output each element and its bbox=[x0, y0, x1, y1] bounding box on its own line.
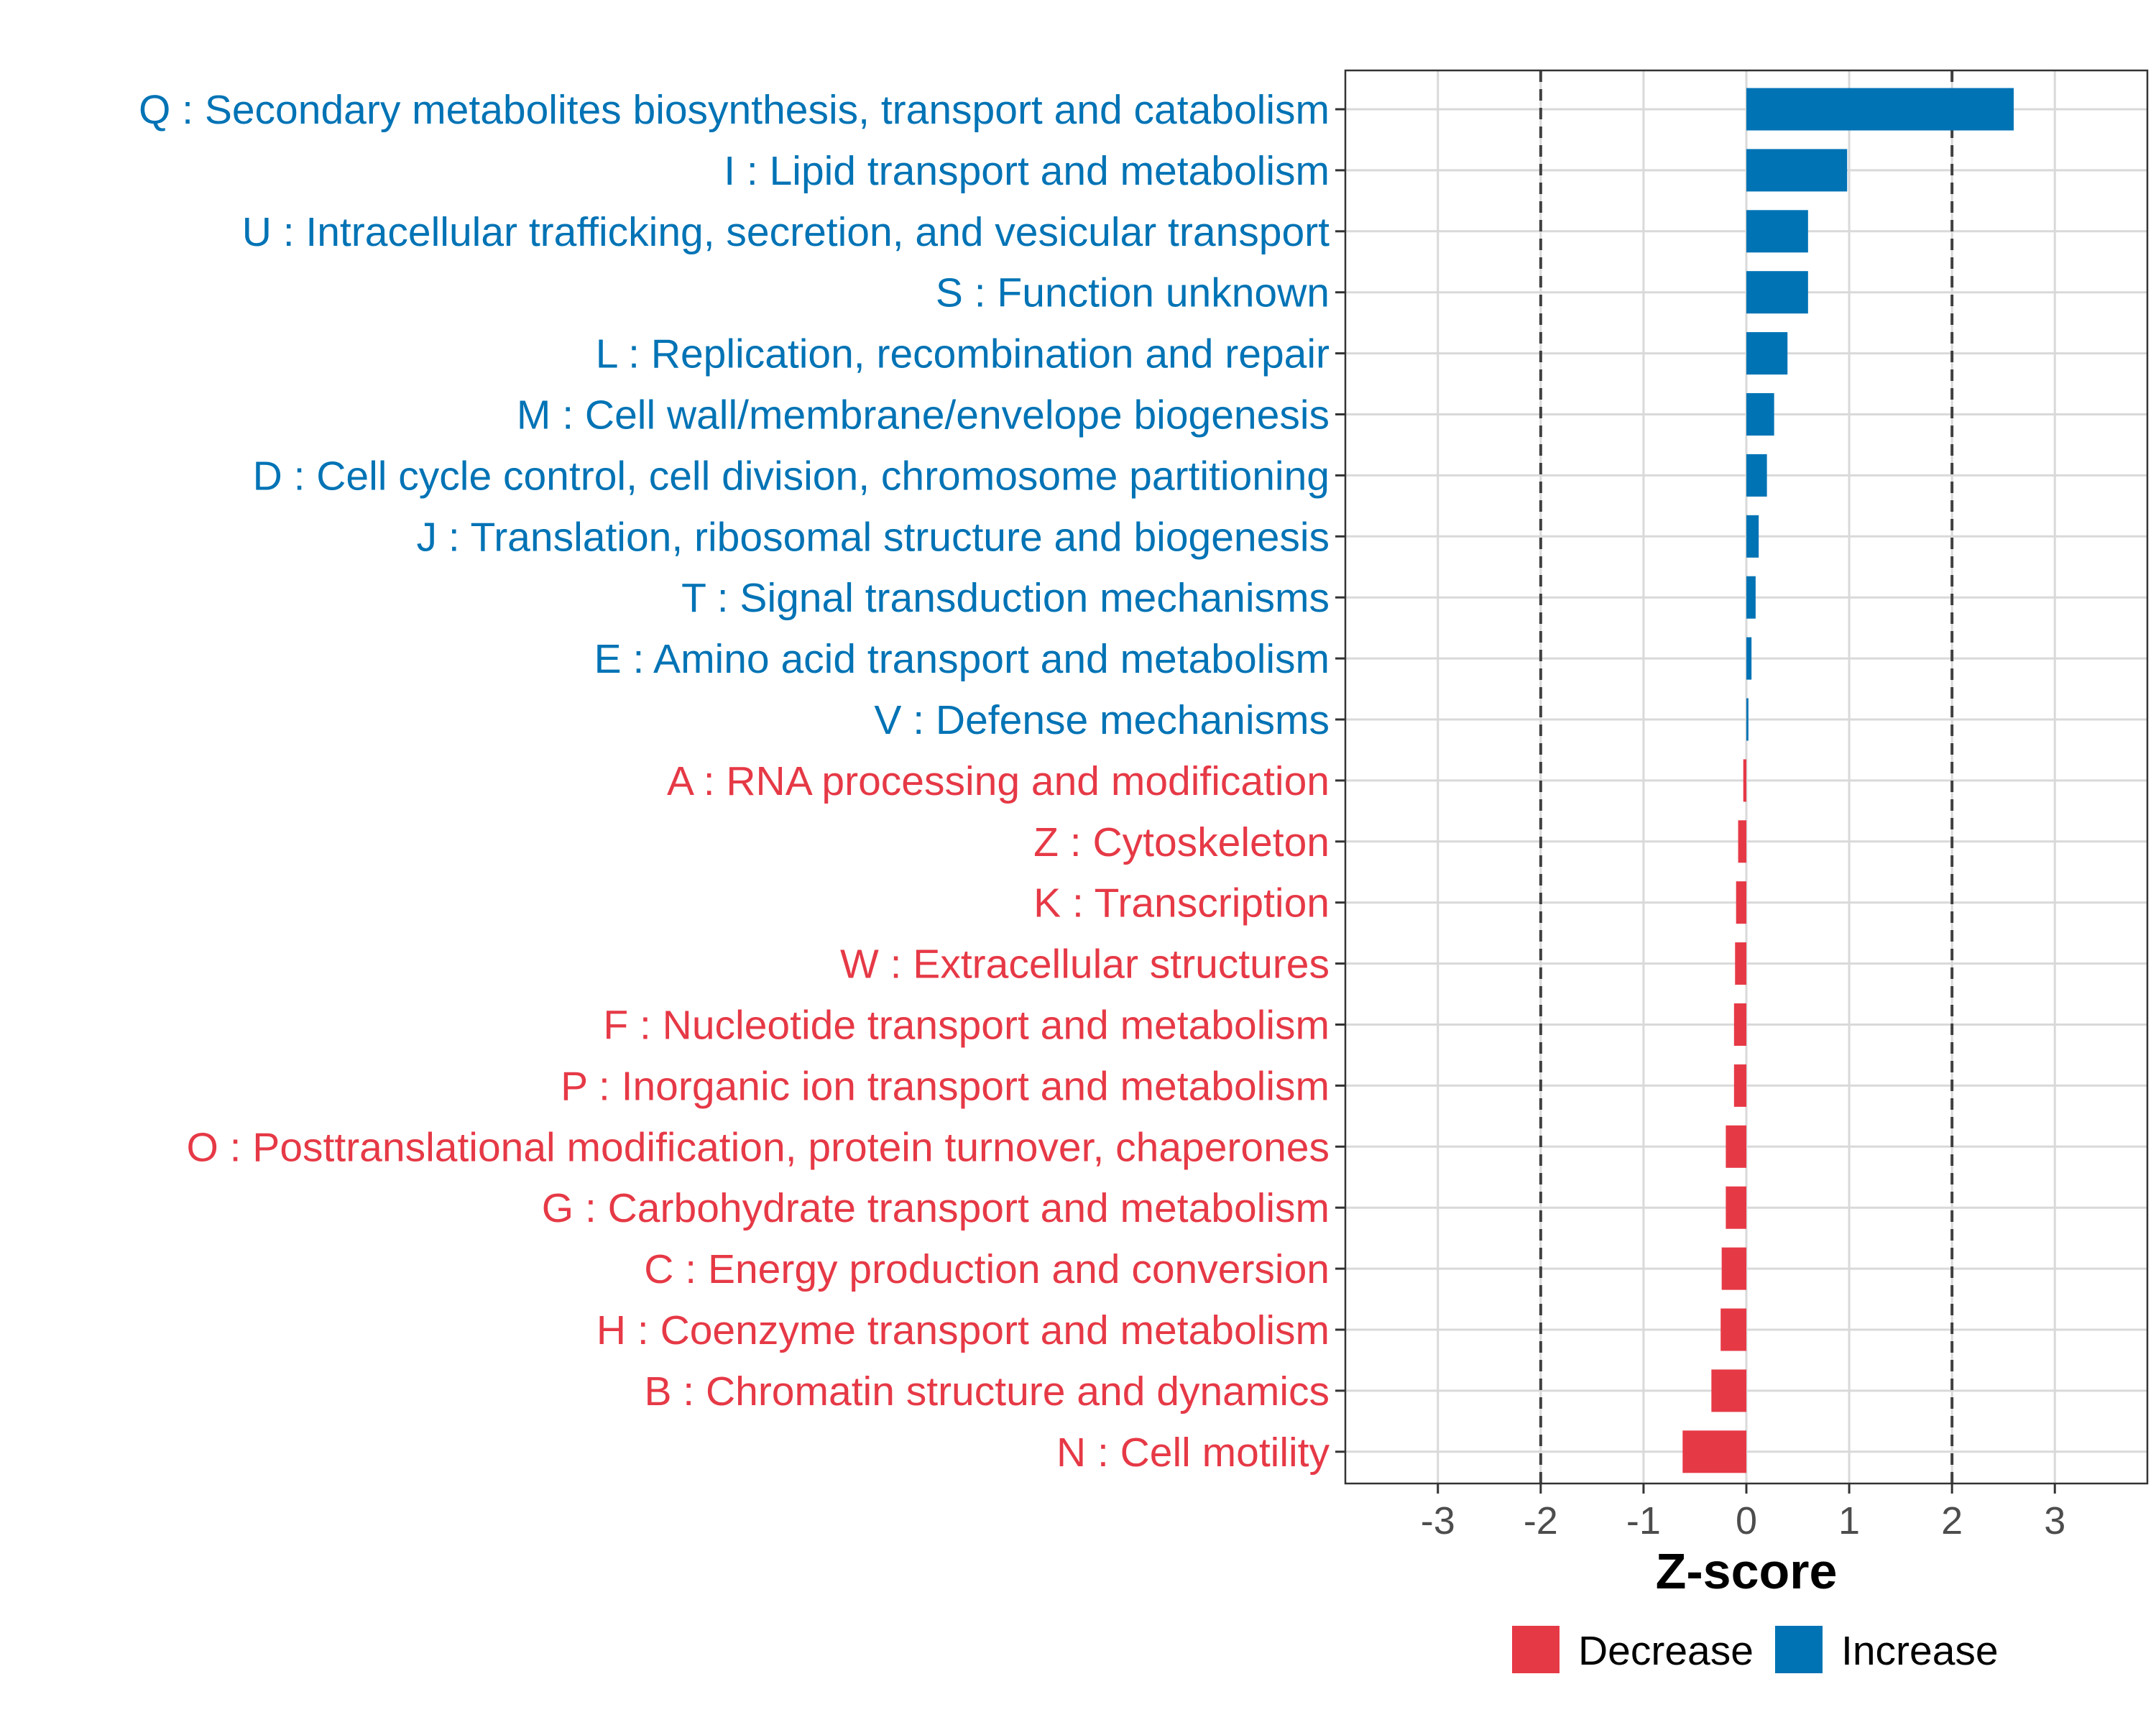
bar bbox=[1738, 820, 1746, 863]
x-axis-title: Z-score bbox=[1656, 1543, 1838, 1599]
bar bbox=[1746, 149, 1848, 192]
bar bbox=[1733, 1003, 1746, 1046]
legend-label-increase: Increase bbox=[1841, 1628, 1999, 1674]
category-label: B : Chromatin structure and dynamics bbox=[644, 1368, 1330, 1414]
category-label: W : Extracellular structures bbox=[840, 942, 1330, 988]
bar bbox=[1746, 88, 2014, 131]
legend: Decrease Increase bbox=[1512, 1626, 1999, 1674]
x-tick-label: 3 bbox=[2044, 1499, 2065, 1542]
category-label: Z : Cytoskeleton bbox=[1033, 819, 1330, 865]
bar bbox=[1736, 881, 1746, 924]
category-label: F : Nucleotide transport and metabolism bbox=[603, 1003, 1330, 1049]
x-tick-label: 0 bbox=[1736, 1499, 1757, 1542]
category-label: C : Energy production and conversion bbox=[644, 1246, 1330, 1292]
x-tick-label: -3 bbox=[1421, 1499, 1455, 1542]
bar bbox=[1746, 271, 1808, 314]
category-label: G : Carbohydrate transport and metabolis… bbox=[542, 1185, 1330, 1231]
x-tick-label: 2 bbox=[1941, 1499, 1963, 1542]
category-label: H : Coenzyme transport and metabolism bbox=[596, 1307, 1330, 1353]
bar bbox=[1726, 1186, 1746, 1229]
category-label: V : Defense mechanisms bbox=[874, 697, 1330, 743]
legend-label-decrease: Decrease bbox=[1578, 1628, 1754, 1674]
category-label: L : Replication, recombination and repai… bbox=[596, 331, 1330, 377]
bar bbox=[1743, 759, 1746, 802]
category-label: D : Cell cycle control, cell division, c… bbox=[253, 453, 1330, 499]
bar bbox=[1711, 1369, 1746, 1412]
category-label: M : Cell wall/membrane/envelope biogenes… bbox=[517, 392, 1330, 438]
category-label: U : Intracellular trafficking, secretion… bbox=[242, 209, 1330, 255]
category-label: K : Transcription bbox=[1033, 880, 1330, 926]
x-tick-label: 1 bbox=[1838, 1499, 1860, 1542]
category-label: O : Posttranslational modification, prot… bbox=[186, 1124, 1330, 1170]
bar bbox=[1733, 1064, 1746, 1107]
bar bbox=[1746, 332, 1788, 375]
x-tick-label: -2 bbox=[1524, 1499, 1558, 1542]
bars bbox=[1682, 88, 2014, 1473]
bar bbox=[1746, 698, 1749, 741]
bar bbox=[1682, 1430, 1746, 1473]
bar bbox=[1721, 1247, 1746, 1290]
x-axis-ticks: -3 -2 -1 0 1 2 3 bbox=[1421, 1484, 2065, 1542]
bar bbox=[1746, 210, 1808, 253]
reference-lines bbox=[1539, 70, 1954, 1484]
category-label: S : Function unknown bbox=[936, 270, 1330, 316]
category-label: P : Inorganic ion transport and metaboli… bbox=[561, 1063, 1330, 1109]
category-label: N : Cell motility bbox=[1056, 1430, 1330, 1476]
bar bbox=[1746, 515, 1759, 558]
bar bbox=[1746, 454, 1767, 497]
legend-swatch-increase bbox=[1775, 1626, 1823, 1673]
bar bbox=[1746, 637, 1752, 680]
category-label: T : Signal transduction mechanisms bbox=[681, 575, 1330, 621]
bar bbox=[1735, 942, 1746, 985]
category-label: I : Lipid transport and metabolism bbox=[724, 148, 1330, 194]
category-label: E : Amino acid transport and metabolism bbox=[594, 636, 1330, 682]
legend-swatch-decrease bbox=[1512, 1626, 1560, 1673]
category-label: A : RNA processing and modification bbox=[667, 758, 1330, 804]
bar bbox=[1726, 1125, 1746, 1168]
x-tick-label: -1 bbox=[1626, 1499, 1661, 1542]
bar bbox=[1746, 576, 1756, 619]
category-label: Q : Secondary metabolites biosynthesis, … bbox=[139, 87, 1330, 133]
bar bbox=[1746, 393, 1774, 436]
bar bbox=[1720, 1308, 1746, 1351]
category-label: J : Translation, ribosomal structure and… bbox=[417, 514, 1330, 560]
category-labels: Q : Secondary metabolites biosynthesis, … bbox=[139, 87, 1345, 1476]
